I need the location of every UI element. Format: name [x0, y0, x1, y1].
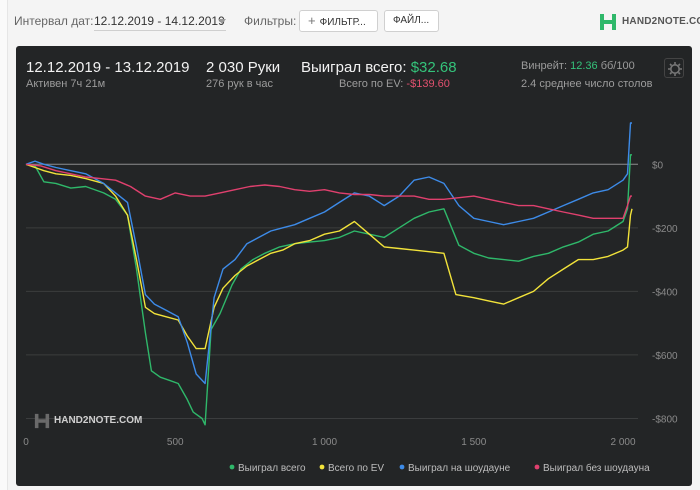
session-date-range: 12.12.2019 - 13.12.2019	[26, 59, 190, 76]
y-tick-label: -$200	[652, 224, 678, 235]
winrate-label: Винрейт:	[521, 60, 568, 72]
gear-icon	[668, 62, 682, 76]
filter-button[interactable]: + ФИЛЬТР...	[299, 10, 378, 32]
legend-marker	[534, 464, 540, 470]
series-line-3	[25, 163, 632, 219]
date-range-value: 12.12.2019 - 14.12.2019	[94, 14, 225, 28]
watermark-logo-icon	[34, 413, 50, 429]
x-tick-label: 1 500	[461, 437, 486, 448]
series-line-2	[25, 122, 632, 385]
winrate-line: Винрейт: 12.36 бб/100	[521, 60, 635, 72]
interval-label: Интервал дат:	[14, 14, 94, 28]
filters-label: Фильтры:	[244, 14, 297, 28]
total-won-value: $32.68	[410, 59, 457, 76]
left-sidebar-strip	[0, 0, 8, 490]
ev-total-label: Всего по EV:	[339, 78, 404, 90]
hand2note-logo-icon	[600, 14, 616, 30]
winrate-unit: бб/100	[600, 60, 635, 72]
total-won-label: Выиграл всего:	[301, 59, 407, 76]
x-tick-label: 2 000	[611, 437, 636, 448]
x-tick-label: 0	[23, 437, 29, 448]
x-tick-label: 1 000	[312, 437, 337, 448]
winrate-value: 12.36	[570, 60, 598, 72]
y-axis-ticks: $0 -$200 -$400 -$600 -$800	[652, 160, 678, 425]
legend-entry: Всего по EV	[328, 463, 384, 474]
active-time: Активен 7ч 21м	[26, 78, 106, 90]
legend-marker	[229, 464, 235, 470]
hands-count: 2 030 Руки	[206, 59, 281, 76]
plus-icon: +	[308, 13, 316, 28]
chart-legend: Выиграл всего Всего по EV Выиграл на шоуда…	[229, 462, 650, 474]
hands-per-hour: 276 рук в час	[206, 78, 274, 90]
series-line-0	[25, 154, 632, 426]
file-button-label: ФАЙЛ...	[393, 15, 430, 26]
legend-marker	[399, 464, 405, 470]
brand-logo-text: HAND2NOTE.COM	[622, 16, 700, 27]
filter-button-label: ФИЛЬТР...	[319, 17, 366, 28]
legend-marker	[319, 464, 325, 470]
legend-entry: Выиграл без шоудауна	[543, 462, 650, 474]
y-tick-label: $0	[652, 160, 664, 171]
settings-button[interactable]	[664, 58, 684, 78]
y-tick-label: -$400	[652, 287, 678, 298]
chevron-down-icon	[218, 19, 226, 24]
x-axis-ticks: 0 500 1 000 1 500 2 000	[23, 437, 636, 448]
filter-toolbar: Интервал дат: 12.12.2019 - 14.12.2019 Фи…	[0, 0, 700, 42]
total-won-line: Выиграл всего: $32.68	[301, 59, 457, 76]
file-button[interactable]: ФАЙЛ...	[384, 10, 439, 32]
chart-lines	[25, 122, 633, 426]
series-line-1	[25, 163, 633, 350]
y-tick-label: -$800	[652, 414, 678, 425]
profit-graph: $0 -$200 -$400 -$600 -$800 0 500 1 000 1 500 2 0…	[23, 122, 678, 474]
chart-grid	[26, 163, 638, 419]
legend-entry: Выиграл на шоудауне	[408, 463, 511, 474]
stats-panel: 12.12.2019 - 13.12.2019 Активен 7ч 21м 2…	[16, 46, 692, 486]
y-tick-label: -$600	[652, 351, 678, 362]
ev-total-value: -$139.60	[406, 78, 450, 90]
date-range-select[interactable]: 12.12.2019 - 14.12.2019	[94, 14, 226, 31]
ev-total-line: Всего по EV: -$139.60	[339, 78, 450, 90]
legend-entry: Выиграл всего	[238, 463, 306, 474]
watermark-text: HAND2NOTE.COM	[54, 415, 143, 426]
x-tick-label: 500	[167, 437, 184, 448]
average-tables: 2.4 среднее число столов	[521, 78, 653, 90]
